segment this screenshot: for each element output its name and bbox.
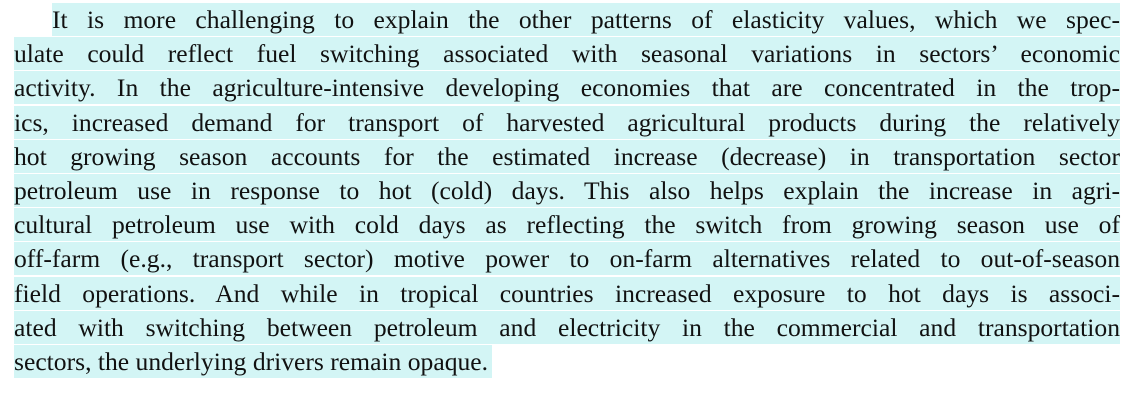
- highlighted-text: It is more challenging to explain the ot…: [52, 3, 1120, 36]
- highlighted-text: cultural petroleum use with cold days as…: [14, 208, 1120, 242]
- paragraph-line: sectors, the underlying drivers remain o…: [14, 344, 1120, 378]
- paragraph-line: field operations. And while in tropical …: [14, 276, 1120, 310]
- paragraph-line: ulate could reflect fuel switching assoc…: [14, 37, 1120, 71]
- highlighted-text: ated with switching between petroleum an…: [14, 310, 1120, 344]
- paragraph-line: off-farm (e.g., transport sector) motive…: [14, 242, 1120, 276]
- paragraph-line: hot growing season accounts for the esti…: [14, 139, 1120, 173]
- highlighted-text: activity. In the agriculture-intensive d…: [14, 71, 1120, 105]
- paragraph-line: ics, increased demand for transport of h…: [14, 105, 1120, 139]
- highlighted-text: petroleum use in response to hot (cold) …: [14, 173, 1120, 207]
- highlighted-text: hot growing season accounts for the esti…: [14, 139, 1120, 173]
- paragraph-line: petroleum use in response to hot (cold) …: [14, 173, 1120, 207]
- paragraph-line: activity. In the agriculture-intensive d…: [14, 71, 1120, 105]
- paragraph-line: ated with switching between petroleum an…: [14, 310, 1120, 344]
- highlighted-text: field operations. And while in tropical …: [14, 276, 1120, 310]
- paragraph-line: It is more challenging to explain the ot…: [14, 3, 1120, 36]
- highlighted-text: sectors, the underlying drivers remain o…: [14, 344, 493, 378]
- paragraph-line: cultural petroleum use with cold days as…: [14, 208, 1120, 242]
- highlighted-text: ulate could reflect fuel switching assoc…: [14, 37, 1120, 71]
- body-paragraph: It is more challenging to explain the ot…: [14, 3, 1120, 379]
- highlighted-text: off-farm (e.g., transport sector) motive…: [14, 242, 1120, 276]
- highlighted-text: ics, increased demand for transport of h…: [14, 105, 1120, 139]
